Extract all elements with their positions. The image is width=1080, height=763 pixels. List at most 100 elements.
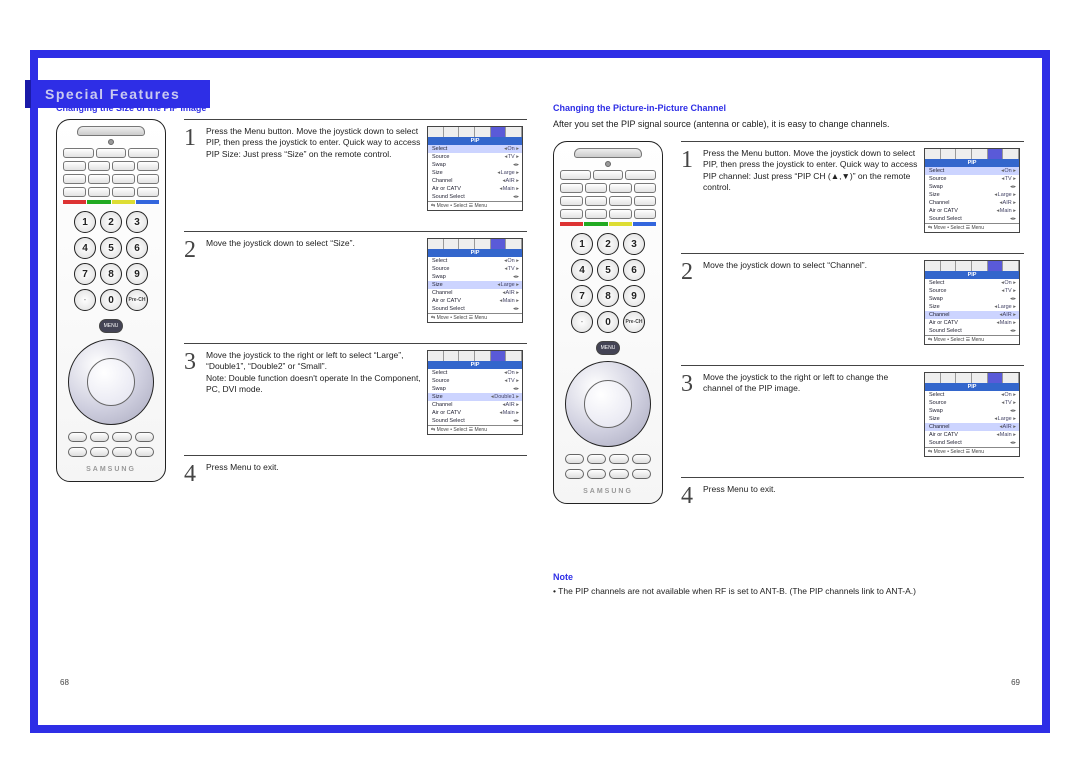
osd-row: Select ◂ On ▸ (428, 369, 522, 377)
remote-btn (634, 196, 657, 206)
two-page-spread: Changing the Size of the PIP image (48, 98, 1032, 695)
osd-row-value: ◂ Large ▸ (994, 304, 1015, 310)
remote-btn (135, 432, 154, 442)
remote-control-illustration: 1 2 3 4 5 6 7 8 9 - 0 Pr (56, 119, 166, 482)
osd-row-value: ◂ TV ▸ (504, 266, 518, 272)
osd-row: Size ◂ Large ▸ (925, 191, 1019, 199)
instruction-step: 3 Move the joystick to the right or left… (681, 365, 1024, 477)
osd-row-value: ◂ ▸ (513, 418, 518, 424)
osd-row: Select ◂ On ▸ (925, 391, 1019, 399)
osd-footer: ⇆ Move • Select ☰ Menu (925, 447, 1019, 456)
osd-row-label: Channel (432, 290, 453, 296)
osd-row: Size ◂ Large ▸ (925, 415, 1019, 423)
page-frame: Changing the Size of the PIP image (30, 50, 1050, 733)
osd-title: PIP (428, 361, 522, 369)
osd-row: Source ◂ TV ▸ (925, 287, 1019, 295)
remote-btn (609, 196, 632, 206)
num-key: 9 (623, 285, 645, 307)
remote-btn (585, 209, 608, 219)
osd-tabs (925, 373, 1019, 383)
osd-row: Sound Select ◂ ▸ (428, 417, 522, 425)
num-key: 1 (571, 233, 593, 255)
num-key: 5 (597, 259, 619, 281)
remote-color-bar (560, 222, 656, 226)
note-title: Note (553, 572, 1024, 582)
remote-transport-row1 (560, 196, 656, 206)
osd-row-label: Air or CATV (432, 298, 461, 304)
num-key: 3 (126, 211, 148, 233)
step-text: Move the joystick to the right or left t… (206, 350, 421, 396)
remote-top-row (63, 148, 159, 158)
osd-row-value: ◂ Large ▸ (994, 192, 1015, 198)
remote-btn (63, 174, 86, 184)
osd-row-value: ◂ Main ▸ (996, 208, 1015, 214)
osd-row-label: Swap (929, 184, 943, 190)
osd-row-label: Air or CATV (929, 432, 958, 438)
osd-row-label: Swap (432, 386, 446, 392)
osd-row-label: Size (929, 304, 940, 310)
remote-menu-btn: MENU (99, 319, 123, 333)
osd-footer: ⇆ Move • Select ☰ Menu (428, 201, 522, 210)
step-text: Move the joystick to the right or left t… (703, 372, 918, 395)
osd-row-label: Sound Select (929, 440, 962, 446)
remote-btn (96, 148, 127, 158)
num-key: 7 (571, 285, 593, 307)
osd-row-label: Source (432, 266, 449, 272)
osd-row: Air or CATV ◂ Main ▸ (428, 297, 522, 305)
osd-row-value: ◂ AIR ▸ (1000, 312, 1015, 318)
osd-row-value: ◂ On ▸ (1001, 280, 1015, 286)
osd-row-value: ◂ On ▸ (504, 146, 518, 152)
remote-btn (63, 187, 86, 197)
osd-row-value: ◂ ▸ (1010, 296, 1015, 302)
num-side: - (74, 289, 96, 311)
osd-row-value: ◂ TV ▸ (1001, 288, 1015, 294)
osd-tabs (925, 261, 1019, 271)
osd-row-label: Channel (929, 424, 950, 430)
remote-ir-window (574, 148, 641, 158)
left-page: Changing the Size of the PIP image (48, 98, 535, 695)
osd-row-value: ◂ AIR ▸ (503, 402, 518, 408)
remote-btn (112, 432, 131, 442)
remote-btn (90, 432, 109, 442)
osd-row-value: ◂ ▸ (1010, 184, 1015, 190)
osd-row: Size ◂ Large ▸ (428, 281, 522, 289)
osd-row-label: Swap (432, 274, 446, 280)
color-dot-yellow (112, 200, 135, 204)
remote-btn (585, 183, 608, 193)
step-number: 2 (184, 238, 200, 262)
remote-btn (112, 161, 135, 171)
osd-tabs (428, 127, 522, 137)
osd-row-value: ◂ On ▸ (504, 370, 518, 376)
osd-row: Channel ◂ AIR ▸ (428, 401, 522, 409)
osd-row-value: ◂ Large ▸ (497, 170, 518, 176)
osd-row: Sound Select ◂ ▸ (925, 439, 1019, 447)
osd-row-label: Air or CATV (432, 186, 461, 192)
remote-mode-row (63, 161, 159, 171)
osd-row-label: Size (929, 192, 940, 198)
left-steps: 1 Press the Menu button. Move the joysti… (184, 119, 527, 506)
osd-tabs (925, 149, 1019, 159)
remote-btn (565, 469, 584, 479)
remote-btn (609, 183, 632, 193)
remote-btn (90, 447, 109, 457)
num-key: 3 (623, 233, 645, 255)
osd-row: Sound Select ◂ ▸ (925, 215, 1019, 223)
osd-row-value: ◂ On ▸ (1001, 392, 1015, 398)
osd-row: Air or CATV ◂ Main ▸ (428, 409, 522, 417)
osd-title: PIP (925, 271, 1019, 279)
osd-menu: PIP Select ◂ On ▸ Source ◂ TV ▸ Swap ◂ ▸… (924, 260, 1020, 345)
osd-row-value: ◂ ▸ (513, 306, 518, 312)
color-dot-green (87, 200, 110, 204)
osd-row-label: Size (432, 282, 443, 288)
step-text: Move the joystick down to select “Size”. (206, 238, 421, 249)
right-steps: 1 Press the Menu button. Move the joysti… (681, 141, 1024, 528)
osd-row-label: Sound Select (432, 418, 465, 424)
osd-menu: PIP Select ◂ On ▸ Source ◂ TV ▸ Swap ◂ ▸… (427, 238, 523, 323)
remote-ir-window (77, 126, 144, 136)
instruction-step: 2 Move the joystick down to select “Chan… (681, 253, 1024, 365)
osd-row: Source ◂ TV ▸ (428, 377, 522, 385)
num-key: 8 (100, 263, 122, 285)
remote-btn (112, 174, 135, 184)
osd-row-label: Select (929, 168, 944, 174)
remote-btn (137, 187, 160, 197)
